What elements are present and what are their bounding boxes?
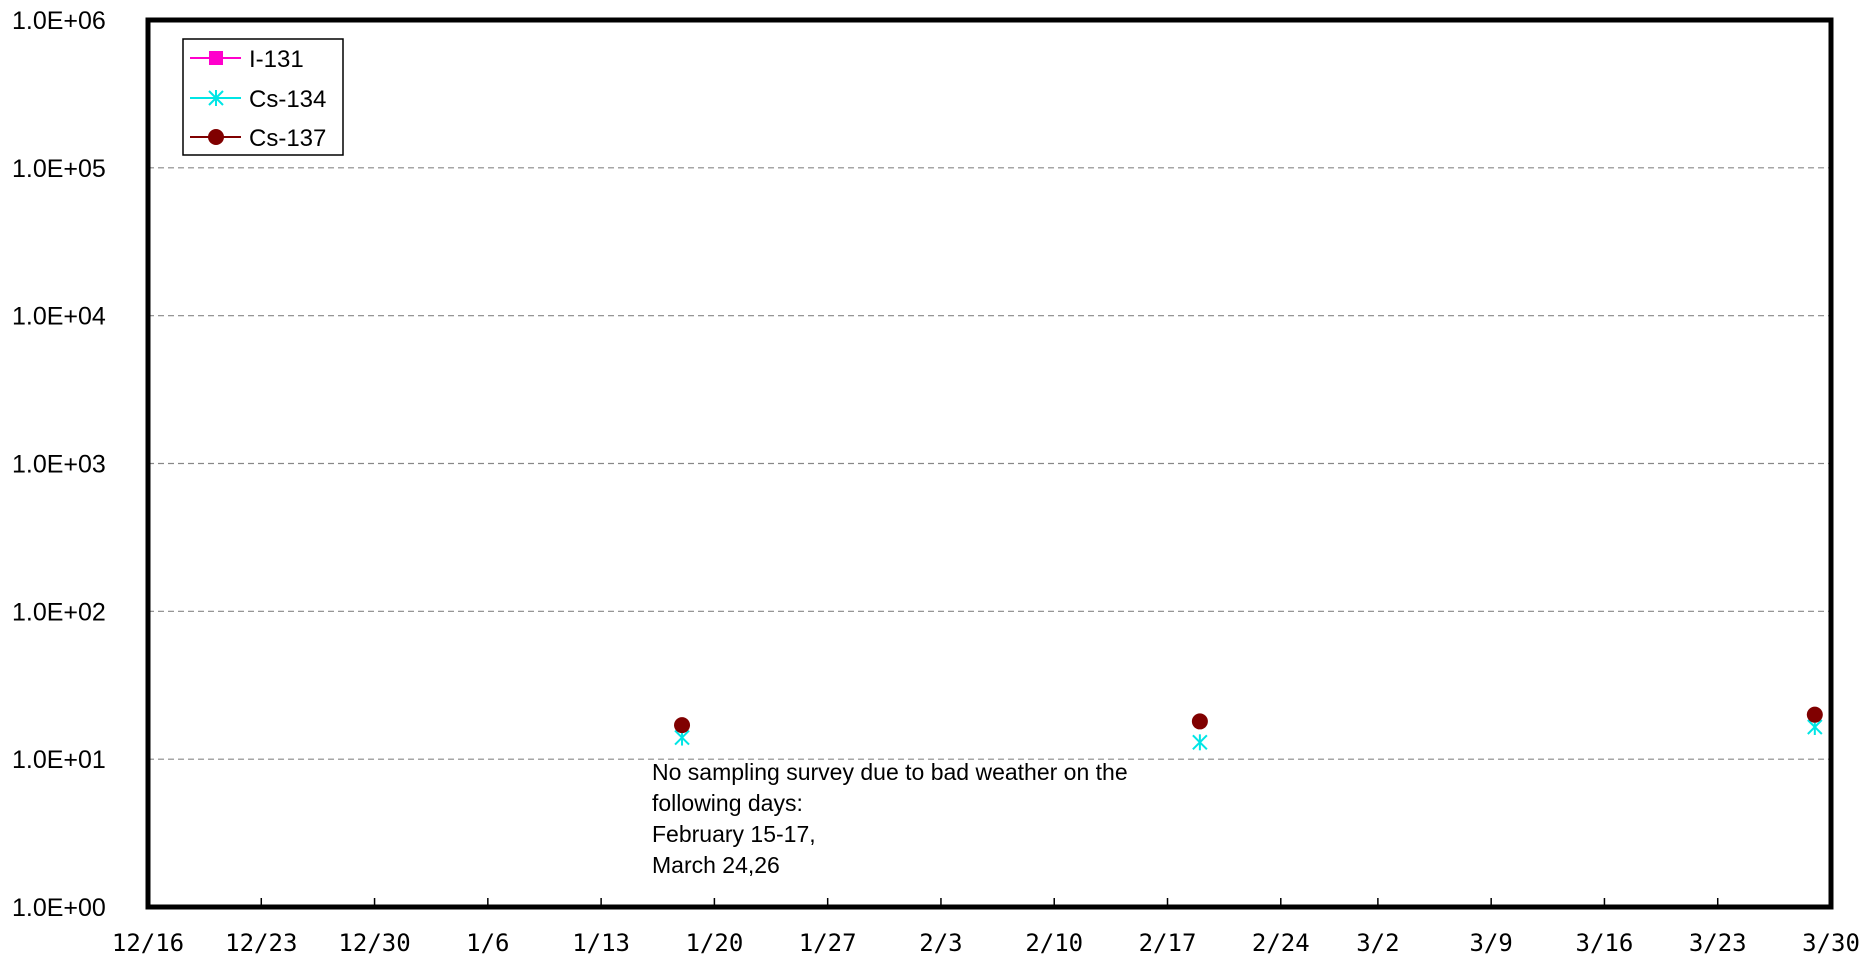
x-tick-label: 1/13 [572,929,630,957]
gridlines [148,167,1831,760]
legend-label-cs134: Cs-134 [249,86,326,113]
x-tick-label: 2/3 [919,929,962,957]
x-axis-tick-labels: 12/16 12/23 12/30 1/6 1/13 1/20 1/27 2/3 2/10 2/1… [112,929,1860,957]
x-tick-label: 3/2 [1356,929,1399,957]
legend: I-131 Cs-134 Cs-137 [182,38,344,156]
x-tick-label: 1/20 [685,929,743,957]
note-line-2: following days: [652,790,803,816]
y-tick-label: 1.0E+01 [12,746,106,774]
plot-frame [145,17,1834,910]
x-tick-label: 2/17 [1139,929,1197,957]
y-tick-label: 1.0E+02 [12,598,106,626]
note-line-3: February 15-17, [652,821,816,847]
data-point-cs137 [1191,713,1208,730]
y-tick-label: 1.0E+04 [12,303,106,331]
y-tick-label: 1.0E+00 [12,894,106,922]
x-tick-label: 12/23 [225,929,297,957]
x-tick-label: 3/30 [1802,929,1860,957]
y-axis-tick-labels: 1.0E+00 1.0E+01 1.0E+02 1.0E+03 1.0E+04 1.0E+… [12,7,106,922]
no-sampling-note: No sampling survey due to bad weather on… [652,759,1128,878]
legend-marker-i131 [209,51,223,65]
data-point-cs137 [674,717,691,734]
x-tick-label: 2/24 [1252,929,1310,957]
note-line-4: March 24,26 [652,852,780,878]
x-tick-label: 12/30 [338,929,410,957]
x-tick-label: 2/10 [1025,929,1083,957]
x-tick-label: 12/16 [112,929,184,957]
note-line-1: No sampling survey due to bad weather on… [652,759,1128,785]
x-tick-label: 3/16 [1576,929,1634,957]
x-tick-label: 1/27 [799,929,857,957]
legend-marker-cs137 [208,129,224,145]
legend-label-i131: I-131 [249,46,304,73]
x-tick-label: 3/9 [1469,929,1512,957]
legend-entry-cs137: Cs-137 [190,125,326,152]
legend-entry-i131: I-131 [190,46,304,73]
x-tick-label: 3/23 [1689,929,1747,957]
y-tick-label: 1.0E+03 [12,451,106,479]
x-tick-label: 1/6 [466,929,509,957]
data-point-cs134 [1192,734,1208,751]
legend-marker-cs134 [208,90,224,106]
y-tick-label: 1.0E+05 [12,155,106,183]
series-layer [674,706,1823,751]
legend-label-cs137: Cs-137 [249,125,326,152]
data-point-cs137 [1806,706,1823,723]
y-tick-label: 1.0E+06 [12,7,106,35]
legend-entry-cs134: Cs-134 [190,86,326,113]
